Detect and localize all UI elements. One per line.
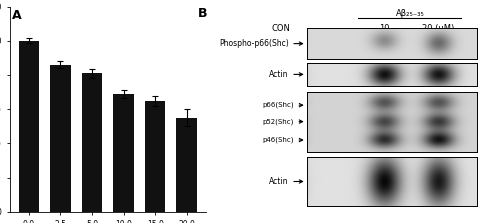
Text: p46(Shc): p46(Shc) bbox=[262, 137, 294, 143]
Bar bbox=[19, 41, 39, 212]
Text: Aβ₂₅₋₃₅: Aβ₂₅₋₃₅ bbox=[395, 9, 424, 18]
Text: p52(Shc): p52(Shc) bbox=[262, 118, 294, 125]
Bar bbox=[176, 118, 197, 212]
Text: Actin: Actin bbox=[269, 70, 289, 79]
Text: Phospho-p66(Shc): Phospho-p66(Shc) bbox=[219, 39, 289, 48]
Text: Actin: Actin bbox=[269, 177, 289, 186]
Text: CON: CON bbox=[271, 24, 290, 33]
Text: B: B bbox=[198, 7, 208, 20]
Text: 10: 10 bbox=[379, 24, 389, 33]
Text: A: A bbox=[12, 9, 22, 22]
Text: p66(Shc): p66(Shc) bbox=[262, 102, 294, 108]
Text: 20 (μM): 20 (μM) bbox=[422, 24, 454, 33]
Bar bbox=[145, 101, 166, 212]
Bar bbox=[82, 73, 102, 212]
Bar bbox=[50, 65, 71, 212]
Bar bbox=[113, 94, 134, 212]
